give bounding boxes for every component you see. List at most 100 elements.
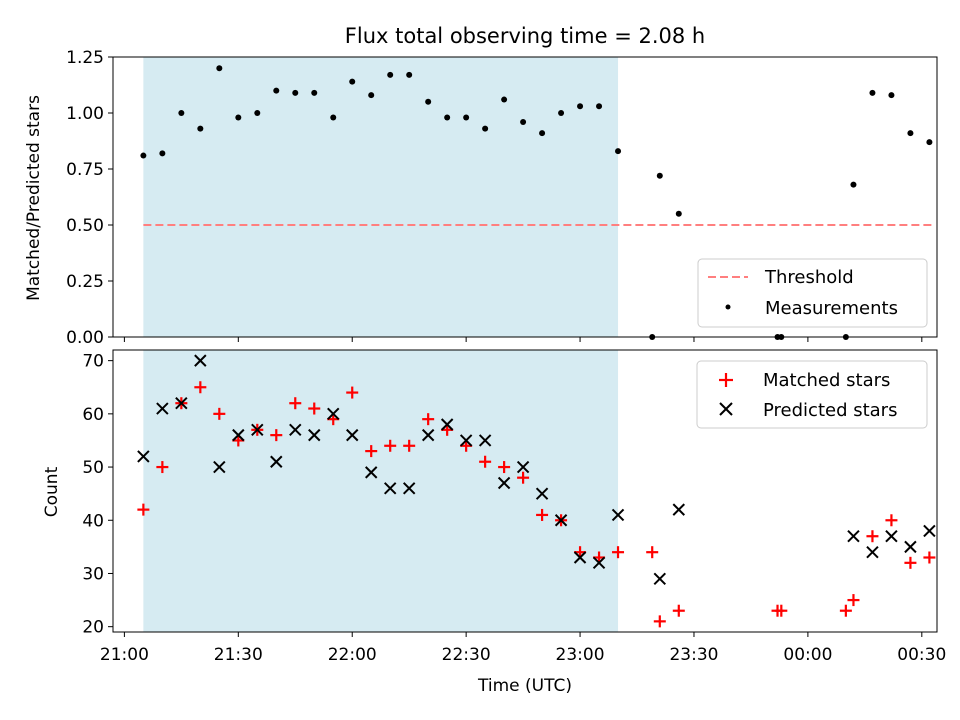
chart-title: Flux total observing time = 2.08 h	[345, 24, 705, 48]
matched-star-marker	[194, 381, 207, 394]
matched-star-marker	[847, 594, 860, 607]
predicted-star-marker	[611, 508, 625, 522]
measurement-point	[159, 150, 166, 157]
predicted-star-marker	[672, 503, 685, 516]
top-axes-frame	[112, 56, 938, 338]
predicted-star-marker	[535, 487, 549, 500]
measurement-point	[368, 92, 375, 99]
predicted-star-marker	[251, 423, 264, 437]
predicted-star-marker	[478, 434, 492, 447]
legend-measurements-label: Measurements	[765, 298, 898, 319]
legend-matched-label: Matched stars	[763, 370, 890, 391]
top-panel: 0.00 0.25 0.50 0.75 1.00 1.25 Matched/Predict…	[24, 48, 938, 348]
matched-star-marker	[479, 455, 492, 468]
bottom-x-axis: 21:00 21:30 22:00 22:30 23:00 23:30 00:00 00:30	[100, 632, 946, 665]
legend-measurements-swatch	[725, 304, 731, 310]
predicted-star-marker	[175, 397, 188, 410]
matched-star-marker	[885, 514, 898, 527]
measurement-point	[501, 96, 508, 103]
measurement-point	[596, 103, 603, 110]
predicted-star-marker	[923, 524, 936, 538]
bottom-y-axis: 20 30 40 50 60 70	[82, 352, 113, 638]
matched-star-marker	[775, 604, 788, 617]
predicted-star-marker	[308, 428, 321, 442]
measurement-point	[292, 89, 299, 96]
bottom-y-tick-label: 40	[82, 511, 104, 531]
bottom-legend: Matched stars Predicted stars	[696, 360, 928, 429]
matched-stars-points	[137, 381, 936, 628]
measurement-point	[656, 172, 663, 179]
predicted-star-marker	[327, 407, 340, 421]
legend-matched-swatch	[719, 373, 733, 387]
predicted-star-marker	[232, 428, 245, 442]
top-y-tick-label: 0.00	[66, 328, 104, 348]
matched-star-marker	[904, 556, 917, 569]
top-y-tick-label: 0.50	[66, 216, 104, 236]
predicted-star-marker	[194, 354, 207, 367]
x-tick-label: 00:00	[783, 645, 832, 665]
matched-star-marker	[517, 471, 530, 484]
predicted-star-marker	[866, 545, 879, 559]
top-y-tick-label: 0.75	[66, 160, 104, 180]
x-tick-label: 22:00	[328, 645, 377, 665]
bottom-y-label: Count	[42, 466, 62, 517]
measurement-point	[273, 87, 280, 94]
measurement-point	[869, 89, 876, 96]
predicted-star-marker	[421, 428, 435, 442]
legend-threshold-label: Threshold	[764, 267, 854, 288]
measurement-point	[539, 130, 546, 137]
matched-star-marker	[672, 604, 685, 617]
predicted-star-marker	[137, 450, 150, 463]
predicted-star-marker	[573, 551, 587, 564]
measurement-points	[140, 65, 933, 340]
matched-star-marker	[156, 461, 169, 474]
measurement-point	[675, 210, 682, 217]
measurement-point	[140, 152, 147, 159]
measurement-point	[482, 125, 489, 132]
bottom-y-tick-label: 30	[82, 564, 104, 584]
top-x-ticks	[123, 337, 923, 342]
predicted-star-marker	[346, 428, 359, 442]
predicted-star-marker	[554, 514, 568, 527]
legend-predicted-swatch	[719, 402, 733, 416]
bottom-axes-frame	[112, 349, 938, 633]
top-y-tick-label: 0.25	[66, 272, 104, 292]
measurement-point	[463, 114, 470, 121]
predicted-star-marker	[440, 418, 454, 431]
matched-star-marker	[923, 551, 936, 564]
measurement-point	[850, 181, 857, 188]
legend-predicted-label: Predicted stars	[763, 400, 897, 421]
bottom-panel: 20 30 40 50 60 70 21:00 21:30 22:00 22:30 23:00 23…	[42, 349, 946, 696]
measurement-point	[178, 110, 185, 116]
predicted-star-marker	[885, 530, 898, 543]
measurement-point	[425, 98, 432, 105]
top-legend-box	[697, 258, 928, 328]
measurement-point	[330, 114, 337, 121]
matched-star-marker	[536, 508, 549, 521]
predicted-star-marker	[904, 540, 917, 554]
matched-star-marker	[646, 546, 659, 559]
measurement-point	[254, 110, 261, 116]
predicted-star-marker	[383, 482, 397, 495]
predicted-star-marker	[592, 556, 606, 570]
x-tick-label: 00:30	[897, 645, 946, 665]
measurement-point	[387, 71, 394, 78]
matched-star-marker	[839, 604, 852, 617]
measurement-point	[349, 78, 356, 85]
predicted-star-marker	[459, 434, 473, 447]
top-y-axis: 0.00 0.25 0.50 0.75 1.00 1.25	[66, 48, 113, 348]
bottom-y-tick-label: 60	[82, 405, 104, 425]
predicted-star-marker	[497, 476, 511, 490]
measurement-point	[520, 118, 527, 125]
matched-star-marker	[137, 503, 150, 516]
matched-star-marker	[612, 546, 625, 559]
top-legend: Threshold Measurements	[697, 258, 928, 328]
measurement-point	[577, 103, 584, 110]
measurement-point	[311, 89, 318, 96]
measurement-point	[216, 65, 223, 72]
matched-star-marker	[346, 386, 359, 399]
bottom-legend-box	[696, 360, 928, 429]
matched-star-marker	[365, 445, 378, 458]
x-tick-label: 22:30	[442, 645, 491, 665]
